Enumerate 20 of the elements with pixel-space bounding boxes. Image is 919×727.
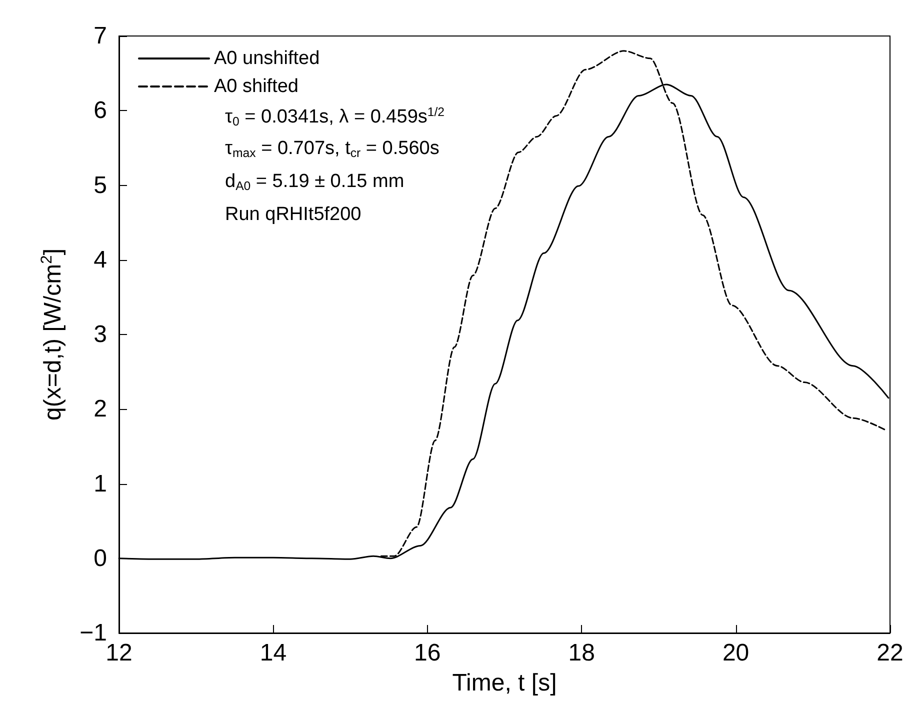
y-axis-title: q(x=d,t) [W/cm2]: [38, 248, 66, 421]
annotation: Run qRHIt5f200: [225, 204, 362, 225]
x-tick-label: 18: [568, 640, 595, 666]
y-tick-label: 6: [94, 97, 107, 124]
y-tick-label: 4: [94, 246, 107, 274]
y-tick-label: 7: [94, 22, 107, 50]
legend-label: A0 shifted: [214, 76, 298, 97]
y-tick-label: 0: [94, 544, 107, 572]
y-tick-label: 1: [94, 470, 107, 498]
x-tick-label: 14: [260, 640, 287, 666]
x-axis-title: Time, t [s]: [452, 670, 557, 696]
legend-label: A0 unshifted: [214, 48, 320, 69]
x-tick-label: 16: [414, 640, 441, 666]
y-tick-label: 2: [94, 396, 107, 423]
y-tick-label: 5: [94, 172, 107, 199]
x-tick-label: 22: [876, 640, 904, 666]
y-tick-label: −1: [80, 620, 107, 646]
x-tick-label: 12: [106, 640, 132, 666]
y-tick-label: 3: [94, 321, 107, 348]
x-tick-label: 20: [722, 640, 750, 666]
